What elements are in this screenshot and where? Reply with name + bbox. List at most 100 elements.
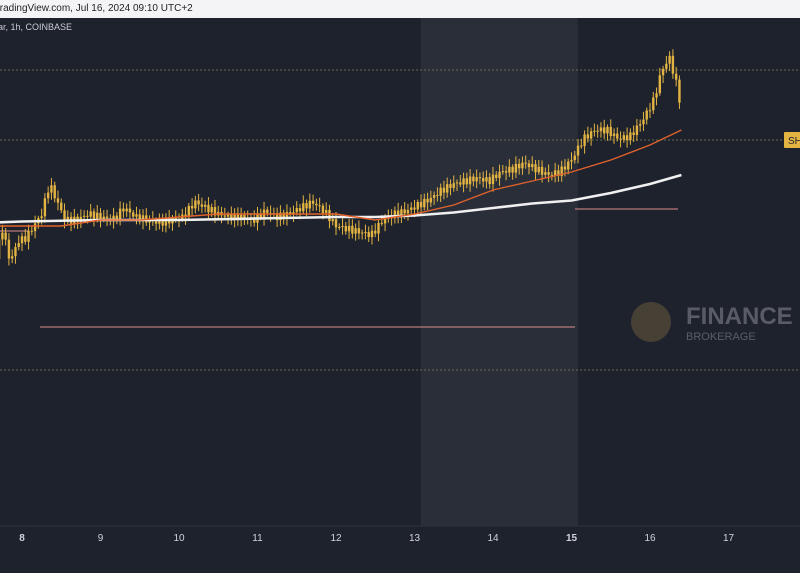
header-title: TradingView.com, Jul 16, 2024 09:10 UTC+… (0, 3, 193, 14)
x-tick-label: 11 (252, 533, 263, 544)
candle-body (125, 208, 128, 212)
candle-body (285, 212, 289, 219)
candle-body (465, 178, 469, 185)
candle-body (599, 127, 603, 132)
candle-body (635, 125, 639, 135)
candle-body (488, 177, 491, 185)
candle-body (364, 232, 367, 234)
x-tick-label: 17 (723, 533, 735, 544)
candle-body (661, 68, 665, 76)
candle-body (4, 232, 7, 240)
candle-body (442, 187, 446, 193)
candle-body (449, 184, 452, 188)
candle-body (89, 211, 92, 217)
candle-body (20, 236, 24, 244)
candle-body (190, 205, 194, 209)
candle-body (328, 209, 331, 222)
candle-body (367, 232, 370, 238)
candle-body (154, 221, 158, 224)
candle-body (17, 243, 20, 247)
candle-body (207, 204, 210, 213)
candle-body (501, 171, 505, 173)
candle-body (82, 215, 86, 217)
candle-body (14, 246, 17, 257)
candle-body (197, 200, 200, 205)
candle-body (527, 163, 531, 168)
candle-body (377, 222, 380, 234)
candle-body (295, 208, 298, 213)
candle-body (517, 163, 521, 169)
candle-body (629, 132, 632, 141)
sma-slow-line (0, 173, 682, 224)
candle-body (485, 177, 488, 182)
candle-body (491, 174, 495, 185)
candle-body (619, 138, 622, 140)
candle-body (567, 161, 570, 170)
candle-body (547, 172, 550, 175)
x-tick-label: 15 (566, 533, 578, 544)
candle-body (511, 166, 514, 173)
candle-body (118, 208, 122, 219)
candle-body (419, 201, 423, 208)
candle-body (593, 130, 596, 132)
watermark: FINANCE BROKERAGE (631, 302, 793, 343)
top-header-bar: TradingView.com, Jul 16, 2024 09:10 UTC+… (0, 0, 800, 18)
candle-body (174, 217, 177, 220)
candle-body (374, 230, 377, 234)
candle-body (161, 220, 164, 226)
candle-body (102, 216, 105, 220)
candle-body (357, 228, 361, 234)
candle-body (66, 216, 69, 221)
candle-body (354, 228, 357, 234)
candle-body (455, 182, 459, 184)
candle-body (423, 198, 426, 208)
candle-body (504, 171, 508, 173)
candle-body (400, 209, 403, 217)
candle-body (612, 133, 616, 137)
candle-body (603, 127, 606, 134)
candle-body (583, 134, 586, 146)
candle-body (573, 155, 576, 161)
candle-body (302, 203, 305, 212)
candle-body (164, 217, 168, 226)
candle-body (259, 213, 262, 218)
candle-body (351, 225, 354, 234)
candle-body (668, 55, 671, 64)
candle-body (403, 209, 406, 214)
candle-body (580, 145, 583, 147)
candle-body (459, 182, 462, 185)
candle-body (308, 200, 312, 209)
sma-fast-line (0, 129, 682, 227)
symbol-label: llar, 1h, COINBASE (0, 22, 73, 32)
watermark-name: FINANCE (686, 303, 793, 330)
candle-body (30, 230, 34, 232)
candle-body (132, 212, 135, 217)
candle-body (638, 124, 642, 126)
candle-body (341, 226, 344, 228)
candle-body (606, 126, 609, 134)
x-axis-bar (0, 526, 800, 573)
candle-body (655, 93, 658, 98)
candle-body (203, 204, 207, 207)
candle-body (318, 205, 321, 207)
candle-body (475, 177, 478, 182)
candle-body (521, 162, 524, 169)
candle-body (674, 73, 678, 80)
candle-body (540, 166, 544, 175)
candle-body (289, 212, 292, 215)
candle-body (495, 174, 498, 179)
candle-body (439, 187, 442, 196)
candle-body (50, 185, 53, 193)
candle-body (7, 239, 11, 259)
weekend-shade (420, 18, 578, 526)
candle-body (514, 163, 518, 173)
candle-body (481, 178, 485, 182)
candle-body (334, 219, 338, 228)
candle-body (576, 145, 580, 156)
candle-body (446, 184, 449, 193)
candle-body (338, 226, 341, 228)
candle-body (86, 215, 89, 217)
candle-body (570, 160, 573, 162)
candle-body (141, 215, 145, 222)
